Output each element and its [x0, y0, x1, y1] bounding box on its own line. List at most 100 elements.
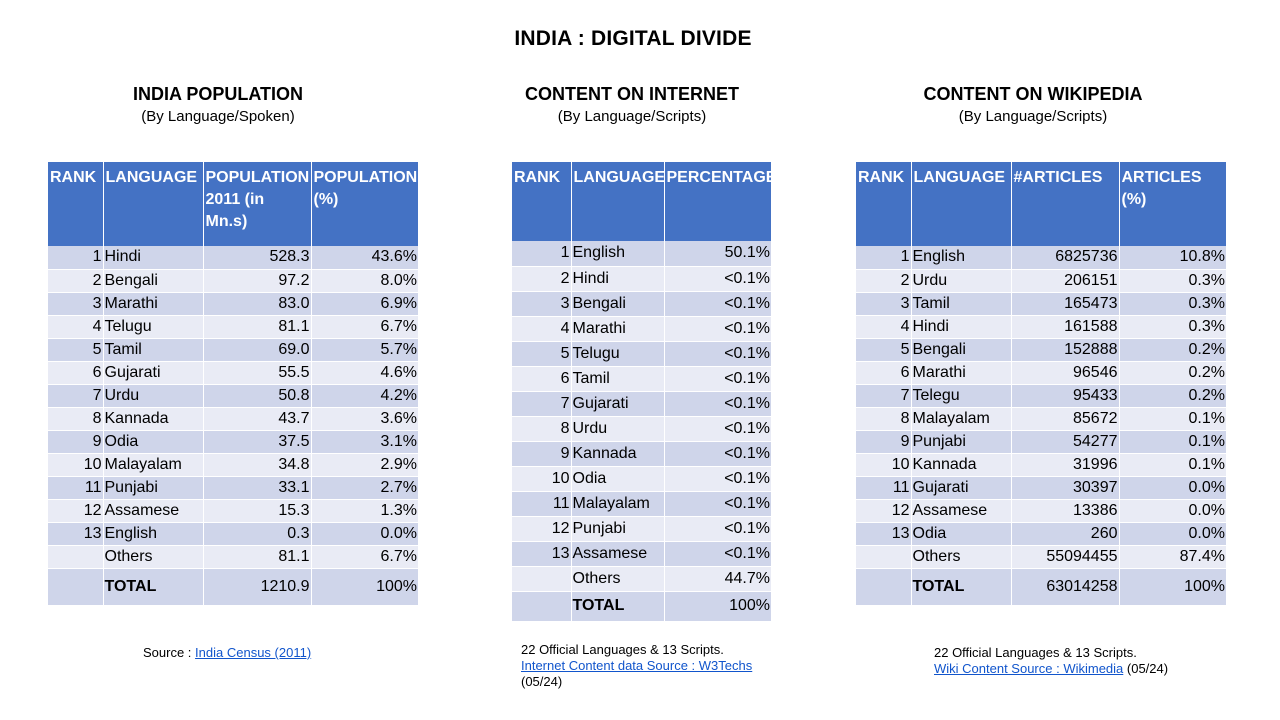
total-pct: 100% — [311, 568, 418, 606]
rank-cell: 4 — [856, 315, 912, 339]
total-pct: 100% — [664, 591, 771, 622]
language-cell: Bengali — [911, 338, 1012, 362]
total-row: TOTAL 1210.9 100% — [48, 568, 418, 606]
value-cell: 206151 — [1011, 269, 1120, 293]
language-cell: Hindi — [571, 266, 665, 292]
language-cell: English — [571, 241, 665, 267]
rank-cell: 4 — [48, 315, 104, 339]
population-source: Source : India Census (2011) — [143, 645, 311, 661]
table-row: 7 Telegu 95433 0.2% — [856, 384, 1226, 408]
value-cell: 43.7 — [203, 407, 312, 431]
table-row: 5 Tamil 69.0 5.7% — [48, 338, 418, 362]
value-cell: 161588 — [1011, 315, 1120, 339]
table-row: 12 Assamese 15.3 1.3% — [48, 499, 418, 523]
language-cell: Kannada — [103, 407, 204, 431]
source-link-census[interactable]: India Census (2011) — [195, 645, 312, 660]
rank-cell: 8 — [512, 416, 572, 442]
pct-cell: 0.1% — [1119, 453, 1226, 477]
table-row: 4 Telugu 81.1 6.7% — [48, 315, 418, 339]
pct-cell: 6.7% — [311, 545, 418, 569]
language-cell: Bengali — [571, 291, 665, 317]
language-cell: Marathi — [103, 292, 204, 316]
source-link-w3techs[interactable]: Internet Content data Source : W3Techs — [521, 658, 753, 673]
language-cell: Marathi — [911, 361, 1012, 385]
total-label: TOTAL — [103, 568, 204, 606]
pct-cell: <0.1% — [664, 316, 771, 342]
header-percentage: PERCENTAGE — [664, 162, 776, 241]
rank-cell: 6 — [856, 361, 912, 385]
rank-cell: 5 — [48, 338, 104, 362]
header-language: LANGUAGE — [571, 162, 665, 241]
header-rank: RANK — [856, 162, 912, 246]
rank-cell: 7 — [856, 384, 912, 408]
rank-cell — [856, 568, 912, 606]
rank-cell: 1 — [48, 246, 104, 270]
rank-cell: 6 — [48, 361, 104, 385]
table-row: 12 Assamese 13386 0.0% — [856, 499, 1226, 523]
value-cell: 152888 — [1011, 338, 1120, 362]
language-cell: Hindi — [103, 246, 204, 270]
language-cell: Assamese — [571, 541, 665, 567]
rank-cell: 12 — [48, 499, 104, 523]
pct-cell: <0.1% — [664, 516, 771, 542]
pct-cell: 0.2% — [1119, 338, 1226, 362]
pct-cell: 1.3% — [311, 499, 418, 523]
language-cell: Others — [911, 545, 1012, 569]
total-label: TOTAL — [571, 591, 665, 622]
rank-cell: 12 — [856, 499, 912, 523]
source-label: Source : — [143, 645, 192, 660]
value-cell: 50.8 — [203, 384, 312, 408]
internet-title: CONTENT ON INTERNET — [525, 84, 739, 104]
language-cell: English — [103, 522, 204, 546]
value-cell: 95433 — [1011, 384, 1120, 408]
population-subtitle: (By Language/Spoken) — [141, 108, 295, 125]
value-cell: 6825736 — [1011, 246, 1120, 270]
table-row: Others 55094455 87.4% — [856, 545, 1226, 569]
pct-cell: 10.8% — [1119, 246, 1226, 270]
rank-cell: 10 — [512, 466, 572, 492]
rank-cell: 2 — [48, 269, 104, 293]
language-cell: Telugu — [571, 341, 665, 367]
pct-cell: 0.3% — [1119, 315, 1226, 339]
table-row: Others 81.1 6.7% — [48, 545, 418, 569]
language-cell: Assamese — [103, 499, 204, 523]
rank-cell: 13 — [512, 541, 572, 567]
rank-cell: 3 — [48, 292, 104, 316]
table-row: 2 Hindi <0.1% — [512, 266, 771, 292]
header-articles-pct: ARTICLES (%) — [1119, 162, 1226, 246]
source-link-wikimedia[interactable]: Wiki Content Source : Wikimedia — [934, 661, 1124, 676]
table-row: 8 Urdu <0.1% — [512, 416, 771, 442]
rank-cell: 1 — [856, 246, 912, 270]
table-row: 11 Malayalam <0.1% — [512, 491, 771, 517]
language-cell: Hindi — [911, 315, 1012, 339]
language-cell: Urdu — [571, 416, 665, 442]
language-cell: Gujarati — [103, 361, 204, 385]
language-cell: Urdu — [911, 269, 1012, 293]
pct-cell: <0.1% — [664, 391, 771, 417]
language-cell: Tamil — [103, 338, 204, 362]
rank-cell: 10 — [48, 453, 104, 477]
language-cell: Gujarati — [571, 391, 665, 417]
total-label: TOTAL — [911, 568, 1012, 606]
pct-cell: 0.3% — [1119, 269, 1226, 293]
table-row: 11 Gujarati 30397 0.0% — [856, 476, 1226, 500]
table-row: 13 Assamese <0.1% — [512, 541, 771, 567]
table-row: 2 Urdu 206151 0.3% — [856, 269, 1226, 293]
population-section-header: INDIA POPULATION (By Language/Spoken) — [48, 84, 388, 125]
rank-cell — [48, 545, 104, 569]
internet-note-languages: 22 Official Languages & 13 Scripts. — [521, 642, 724, 657]
language-cell: Odia — [571, 466, 665, 492]
wikipedia-table: RANK LANGUAGE #ARTICLES ARTICLES (%) 1 En… — [856, 162, 1226, 606]
table-row: 10 Kannada 31996 0.1% — [856, 453, 1226, 477]
rank-cell: 3 — [856, 292, 912, 316]
table-row: 3 Bengali <0.1% — [512, 291, 771, 317]
value-cell: 34.8 — [203, 453, 312, 477]
total-row: TOTAL 63014258 100% — [856, 568, 1226, 606]
wikipedia-title: CONTENT ON WIKIPEDIA — [923, 84, 1143, 104]
value-cell: 30397 — [1011, 476, 1120, 500]
rank-cell: 6 — [512, 366, 572, 392]
rank-cell: 13 — [48, 522, 104, 546]
rank-cell: 2 — [856, 269, 912, 293]
internet-note-date: (05/24) — [521, 674, 563, 689]
language-cell: Malayalam — [571, 491, 665, 517]
